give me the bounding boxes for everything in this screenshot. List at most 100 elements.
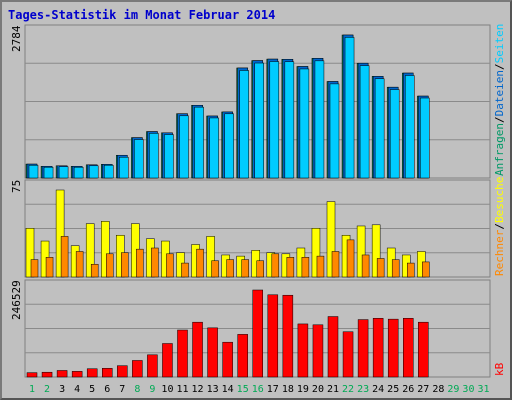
bar-visits-day-6 — [101, 221, 110, 278]
day-label-26: 26 — [402, 384, 414, 395]
day-label-14: 14 — [222, 384, 234, 395]
bar-kb-day-5 — [86, 368, 98, 378]
bar-visits-day-5 — [85, 223, 95, 278]
day-label-28: 28 — [432, 384, 444, 395]
bar-pages-day-2 — [43, 167, 54, 179]
bar-kb-day-13 — [207, 327, 218, 378]
bar-pages-day-3 — [58, 166, 69, 179]
bar-pages-day-6 — [104, 165, 114, 179]
bar-pages-day-1 — [28, 165, 39, 179]
bar-pages-day-17 — [269, 61, 280, 179]
day-label-3: 3 — [59, 384, 65, 395]
bar-pages-day-21 — [329, 83, 340, 179]
bar-sites-day-26 — [407, 262, 415, 278]
bar-sites-day-1 — [30, 259, 39, 278]
bar-sites-day-6 — [106, 253, 114, 278]
bar-kb-day-21 — [327, 316, 339, 378]
bar-pages-day-11 — [179, 115, 189, 179]
bar-sites-day-2 — [45, 257, 54, 278]
bar-pages-day-23 — [359, 65, 370, 179]
day-label-23: 23 — [357, 384, 369, 395]
day-label-11: 11 — [176, 384, 188, 395]
bar-visits-day-23 — [356, 225, 366, 278]
bar-visits-day-3 — [55, 189, 65, 278]
bar-kb-day-14 — [222, 341, 233, 378]
bar-kb-day-18 — [282, 294, 294, 378]
day-label-12: 12 — [192, 384, 204, 395]
bar-kb-day-22 — [342, 331, 354, 378]
bar-pages-day-16 — [254, 62, 264, 179]
bar-pages-day-24 — [374, 78, 385, 179]
bar-pages-day-8 — [134, 139, 144, 179]
bar-kb-day-2 — [41, 371, 53, 378]
bar-visits-day-1 — [25, 228, 35, 278]
day-label-10: 10 — [161, 384, 173, 395]
bar-sites-day-3 — [60, 236, 69, 278]
day-label-19: 19 — [297, 384, 309, 395]
bar-sites-day-23 — [361, 254, 370, 278]
day-label-27: 27 — [417, 384, 429, 395]
bar-sites-day-15 — [241, 259, 249, 278]
bar-kb-day-12 — [192, 321, 203, 378]
bar-visits-day-21 — [326, 201, 336, 278]
bar-sites-day-22 — [346, 239, 355, 278]
day-label-25: 25 — [387, 384, 399, 395]
day-label-16: 16 — [252, 384, 264, 395]
day-label-29: 29 — [447, 384, 459, 395]
chart-title: Tages-Statistik im Monat Februar 2014 — [8, 8, 276, 22]
bar-sites-day-25 — [391, 259, 400, 278]
bar-kb-day-6 — [102, 368, 113, 378]
bar-sites-day-17 — [271, 253, 280, 278]
bar-kb-day-24 — [372, 318, 384, 378]
bar-kb-day-25 — [387, 318, 399, 378]
bar-kb-day-4 — [71, 371, 83, 378]
bar-sites-day-20 — [316, 255, 325, 278]
bar-pages-day-18 — [284, 61, 295, 179]
bar-sites-day-21 — [331, 251, 340, 278]
bar-sites-day-10 — [166, 253, 174, 278]
day-label-22: 22 — [342, 384, 354, 395]
bar-pages-day-19 — [299, 68, 310, 179]
bar-pages-day-12 — [194, 106, 204, 179]
bar-visits-day-24 — [371, 224, 381, 278]
day-label-21: 21 — [327, 384, 339, 395]
bar-sites-day-27 — [422, 261, 430, 278]
bar-kb-day-17 — [267, 294, 279, 378]
bar-kb-day-10 — [162, 343, 173, 378]
bar-sites-day-18 — [286, 257, 295, 278]
bar-sites-day-11 — [181, 262, 189, 278]
bar-sites-day-7 — [121, 252, 129, 278]
bar-pages-day-27 — [420, 97, 430, 179]
bar-pages-day-10 — [164, 134, 174, 179]
day-label-24: 24 — [372, 384, 384, 395]
bar-sites-day-13 — [211, 260, 219, 278]
bar-kb-day-9 — [147, 354, 158, 378]
bar-sites-day-14 — [226, 259, 234, 278]
day-label-17: 17 — [267, 384, 279, 395]
day-label-9: 9 — [149, 384, 155, 395]
bar-pages-day-13 — [209, 117, 219, 179]
day-label-5: 5 — [89, 384, 95, 395]
bar-kb-day-3 — [56, 370, 68, 378]
bar-pages-day-4 — [73, 167, 84, 179]
bar-visits-day-13 — [206, 236, 215, 278]
bar-pages-day-26 — [405, 75, 415, 179]
bar-pages-day-7 — [119, 156, 129, 179]
bar-sites-day-4 — [75, 251, 84, 278]
bar-pages-day-20 — [314, 60, 325, 179]
bar-kb-day-15 — [237, 334, 248, 378]
bar-pages-day-25 — [389, 89, 400, 179]
bar-pages-day-5 — [88, 165, 99, 179]
bar-sites-day-12 — [196, 248, 204, 278]
bar-sites-day-16 — [256, 260, 264, 278]
day-label-2: 2 — [44, 384, 50, 395]
bar-pages-day-14 — [224, 113, 234, 179]
bar-kb-day-16 — [252, 289, 263, 378]
day-label-6: 6 — [104, 384, 110, 395]
bar-pages-day-9 — [149, 133, 159, 179]
day-label-20: 20 — [312, 384, 324, 395]
day-label-13: 13 — [207, 384, 219, 395]
day-label-30: 30 — [462, 384, 474, 395]
day-label-7: 7 — [119, 384, 125, 395]
